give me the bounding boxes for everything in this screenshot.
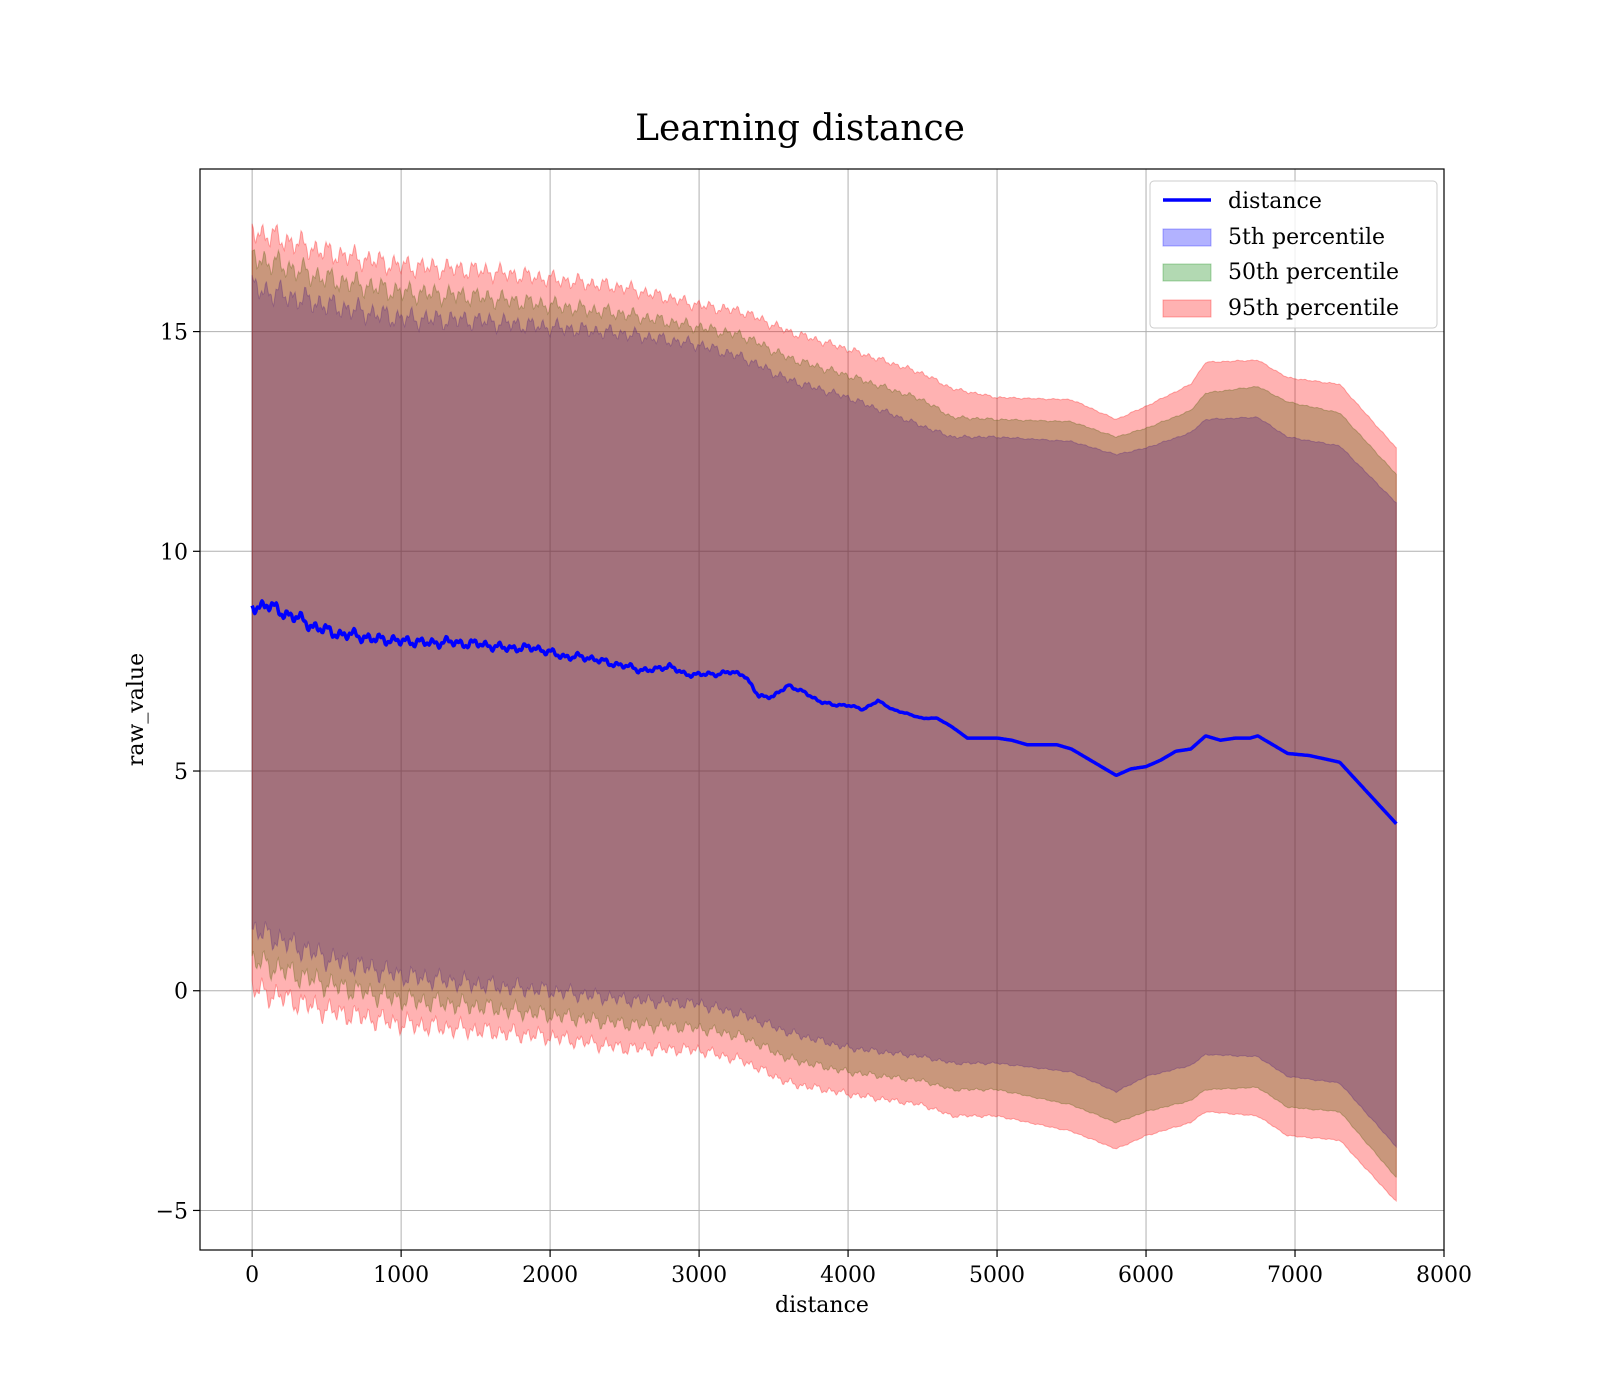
legend-label-5th-percentile: 5th percentile bbox=[1228, 225, 1385, 250]
legend-swatch-95th-percentile bbox=[1162, 299, 1212, 318]
y-tick-label-2: 5 bbox=[174, 760, 188, 785]
x-axis-label: distance bbox=[775, 1293, 869, 1318]
band-5th-percentile bbox=[251, 274, 1397, 1149]
grid-lines bbox=[200, 169, 1445, 1250]
legend-swatch-50th-percentile bbox=[1162, 263, 1212, 282]
y-ticks: −5 0 5 10 15 bbox=[156, 321, 200, 1224]
band-50th-percentile bbox=[251, 248, 1397, 1178]
y-tick-label-1: 0 bbox=[174, 980, 188, 1005]
plot-frame bbox=[199, 168, 1445, 1251]
legend-swatch-5th-percentile bbox=[1162, 228, 1212, 247]
x-tick-label-5: 5000 bbox=[969, 1263, 1025, 1288]
y-axis-label: raw_value bbox=[124, 653, 149, 766]
x-tick-label-3: 3000 bbox=[671, 1263, 727, 1288]
legend: distance 5th percentile 50th percentile … bbox=[1149, 180, 1438, 329]
x-ticks: 0 1000 2000 3000 4000 5000 6000 7000 8000 bbox=[245, 1250, 1472, 1288]
x-tick-label-7: 7000 bbox=[1267, 1263, 1323, 1288]
x-tick-label-6: 6000 bbox=[1118, 1263, 1174, 1288]
legend-label-50th-percentile: 50th percentile bbox=[1228, 260, 1399, 285]
legend-label-95th-percentile: 95th percentile bbox=[1228, 296, 1399, 321]
data-lines bbox=[250, 599, 1398, 825]
legend-box bbox=[1149, 180, 1438, 329]
chart-title: Learning distance bbox=[635, 108, 965, 149]
legend-label-distance: distance bbox=[1228, 189, 1322, 214]
x-tick-label-4: 4000 bbox=[820, 1263, 876, 1288]
x-tick-label-1: 1000 bbox=[373, 1263, 429, 1288]
y-tick-label-3: 10 bbox=[160, 540, 188, 565]
y-tick-label-4: 15 bbox=[160, 321, 188, 346]
y-tick-label-0: −5 bbox=[156, 1199, 188, 1224]
x-tick-label-2: 2000 bbox=[522, 1263, 578, 1288]
percentile-bands bbox=[251, 223, 1397, 1202]
band-95th-percentile bbox=[251, 223, 1397, 1202]
x-tick-label-0: 0 bbox=[245, 1263, 259, 1288]
x-tick-label-8: 8000 bbox=[1416, 1263, 1472, 1288]
line-distance bbox=[250, 599, 1398, 825]
